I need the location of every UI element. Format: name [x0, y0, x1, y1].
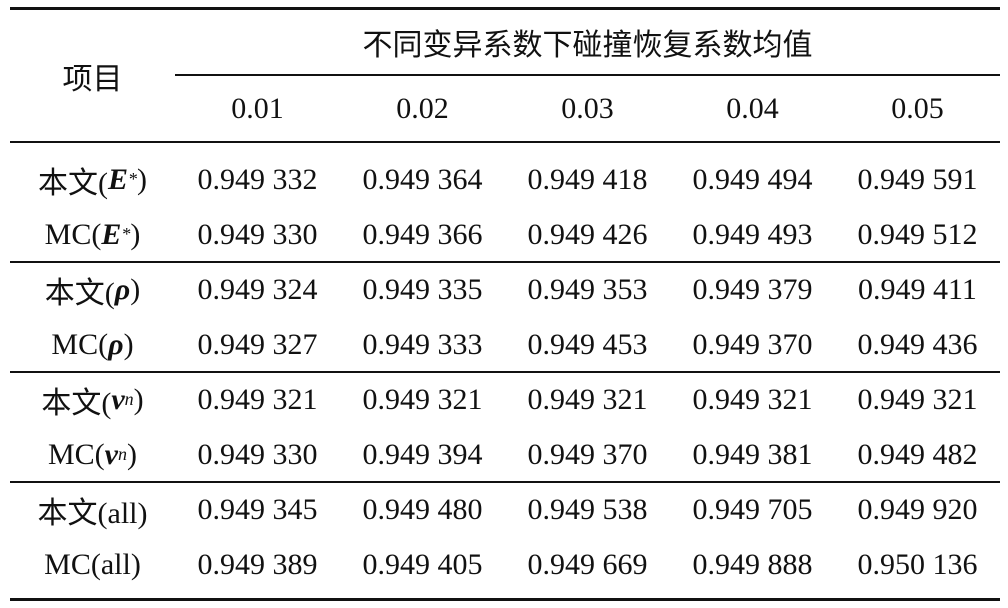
- label-text: 本文(: [41, 386, 112, 420]
- row-label: 本文(E *): [10, 152, 175, 207]
- label-variable: E: [107, 162, 128, 196]
- group-rule: [10, 371, 1000, 373]
- cell: 0.949 335: [362, 272, 483, 306]
- cell: 0.949 381: [692, 437, 813, 471]
- label-text: MC(all): [44, 547, 141, 581]
- cell: 0.949 705: [692, 492, 813, 526]
- cell: 0.949 327: [197, 327, 318, 361]
- cell: 0.949 411: [858, 272, 977, 306]
- label-text: MC(: [51, 327, 109, 361]
- row-label: MC(v n): [10, 427, 175, 482]
- label-text: 本文(: [44, 276, 115, 310]
- cell: 0.949 920: [857, 492, 978, 526]
- column-header: 0.04: [726, 91, 779, 125]
- cell: 0.949 370: [692, 327, 813, 361]
- cell: 0.949 482: [857, 437, 978, 471]
- label-variable: v: [111, 382, 125, 416]
- row-label: 本文(v n): [10, 372, 175, 427]
- label-subscript: n: [118, 444, 127, 464]
- label-variable: v: [104, 437, 118, 471]
- cell: 0.949 353: [527, 272, 648, 306]
- label-close: ): [130, 217, 141, 251]
- column-header: 0.03: [561, 91, 614, 125]
- column-header: 0.05: [891, 91, 944, 125]
- cell: 0.949 426: [527, 217, 648, 251]
- label-close: ): [130, 272, 141, 306]
- cell: 0.950 136: [857, 547, 978, 581]
- cell: 0.949 389: [197, 547, 318, 581]
- label-text: 本文(all): [37, 496, 148, 530]
- label-text: 本文(: [37, 166, 108, 200]
- cell: 0.949 321: [197, 382, 318, 416]
- row-label: MC(all): [10, 537, 175, 592]
- group-rule: [10, 481, 1000, 483]
- cell: 0.949 379: [692, 272, 813, 306]
- cell: 0.949 345: [197, 492, 318, 526]
- group-rule: [10, 261, 1000, 263]
- cell: 0.949 321: [857, 382, 978, 416]
- label-variable: ρ: [108, 327, 124, 361]
- label-subscript: n: [124, 389, 134, 409]
- cell: 0.949 494: [692, 162, 813, 196]
- bottom-rule: [10, 598, 1000, 601]
- label-text: MC(: [44, 217, 102, 251]
- cell: 0.949 324: [197, 272, 318, 306]
- cell: 0.949 321: [362, 382, 483, 416]
- label-superscript: *: [128, 169, 137, 189]
- cell: 0.949 493: [692, 217, 813, 251]
- cell: 0.949 418: [527, 162, 648, 196]
- label-close: ): [127, 437, 137, 471]
- cell: 0.949 405: [362, 547, 483, 581]
- column-header: 0.02: [396, 91, 449, 125]
- row-label: MC(E *): [10, 207, 175, 262]
- header-sub-rule: [175, 74, 1000, 76]
- cell: 0.949 366: [362, 217, 483, 251]
- row-label: 本文(all): [10, 482, 175, 537]
- label-superscript: *: [121, 224, 131, 244]
- header-rule: [10, 141, 1000, 143]
- cell: 0.949 669: [527, 547, 648, 581]
- cell: 0.949 321: [692, 382, 813, 416]
- cell: 0.949 453: [527, 327, 648, 361]
- cell: 0.949 480: [362, 492, 483, 526]
- label-variable: ρ: [114, 272, 131, 306]
- cell: 0.949 394: [362, 437, 483, 471]
- row-label: 本文(ρ): [10, 262, 175, 317]
- label-variable: E: [101, 217, 122, 251]
- column-header: 0.01: [231, 91, 284, 125]
- group-title: 不同变异系数下碰撞恢复系数均值: [362, 29, 813, 62]
- cell: 0.949 332: [197, 162, 318, 196]
- cell: 0.949 330: [197, 437, 318, 471]
- cell: 0.949 538: [527, 492, 648, 526]
- cell: 0.949 591: [857, 162, 978, 196]
- row-label: MC(ρ): [10, 317, 175, 372]
- cell: 0.949 333: [362, 327, 483, 361]
- cell: 0.949 512: [857, 217, 978, 251]
- top-rule: [10, 7, 1000, 10]
- label-close: ): [137, 162, 147, 196]
- cell: 0.949 364: [362, 162, 483, 196]
- label-close: ): [123, 327, 134, 361]
- label-text: MC(: [47, 437, 105, 471]
- cell: 0.949 321: [527, 382, 648, 416]
- cell: 0.949 330: [197, 217, 318, 251]
- cell: 0.949 436: [857, 327, 978, 361]
- cell: 0.949 888: [692, 547, 813, 581]
- label-close: ): [133, 382, 144, 416]
- cell: 0.949 370: [527, 437, 648, 471]
- row-label-header: 项目: [62, 62, 123, 96]
